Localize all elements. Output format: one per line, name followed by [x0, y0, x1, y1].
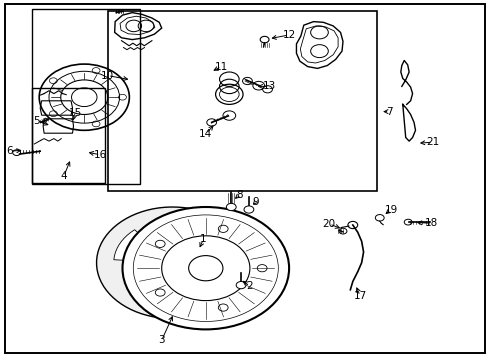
Circle shape — [236, 282, 246, 289]
Circle shape — [257, 265, 267, 272]
Text: 10: 10 — [101, 71, 114, 81]
Circle shape — [244, 206, 254, 213]
Text: 15: 15 — [68, 108, 82, 118]
Bar — [32, 9, 140, 184]
Circle shape — [162, 236, 250, 301]
Text: 6: 6 — [6, 146, 13, 156]
Text: 2: 2 — [246, 281, 253, 291]
Text: 1: 1 — [200, 234, 207, 244]
Text: 17: 17 — [353, 291, 367, 301]
Polygon shape — [158, 283, 203, 306]
Circle shape — [122, 207, 289, 329]
Polygon shape — [97, 207, 248, 319]
Text: 12: 12 — [282, 30, 296, 40]
Polygon shape — [184, 223, 227, 254]
Circle shape — [155, 289, 165, 296]
Circle shape — [155, 240, 165, 247]
Bar — [108, 11, 377, 191]
Circle shape — [189, 256, 223, 281]
Text: 4: 4 — [60, 171, 67, 181]
Text: 11: 11 — [215, 62, 228, 72]
Text: 3: 3 — [158, 335, 165, 345]
Text: 13: 13 — [263, 81, 276, 91]
Text: 8: 8 — [236, 190, 243, 200]
Text: 18: 18 — [424, 218, 438, 228]
Circle shape — [219, 304, 228, 311]
Text: 16: 16 — [94, 150, 107, 160]
Text: 5: 5 — [33, 116, 40, 126]
Text: 9: 9 — [252, 197, 259, 207]
Circle shape — [219, 225, 228, 233]
Text: 19: 19 — [384, 204, 398, 215]
Circle shape — [226, 203, 236, 211]
Text: 14: 14 — [199, 129, 213, 139]
Text: 7: 7 — [386, 107, 393, 117]
Bar — [32, 88, 105, 183]
Polygon shape — [114, 230, 152, 261]
Text: 20: 20 — [323, 219, 336, 229]
Polygon shape — [146, 243, 199, 283]
Text: 21: 21 — [426, 137, 440, 147]
